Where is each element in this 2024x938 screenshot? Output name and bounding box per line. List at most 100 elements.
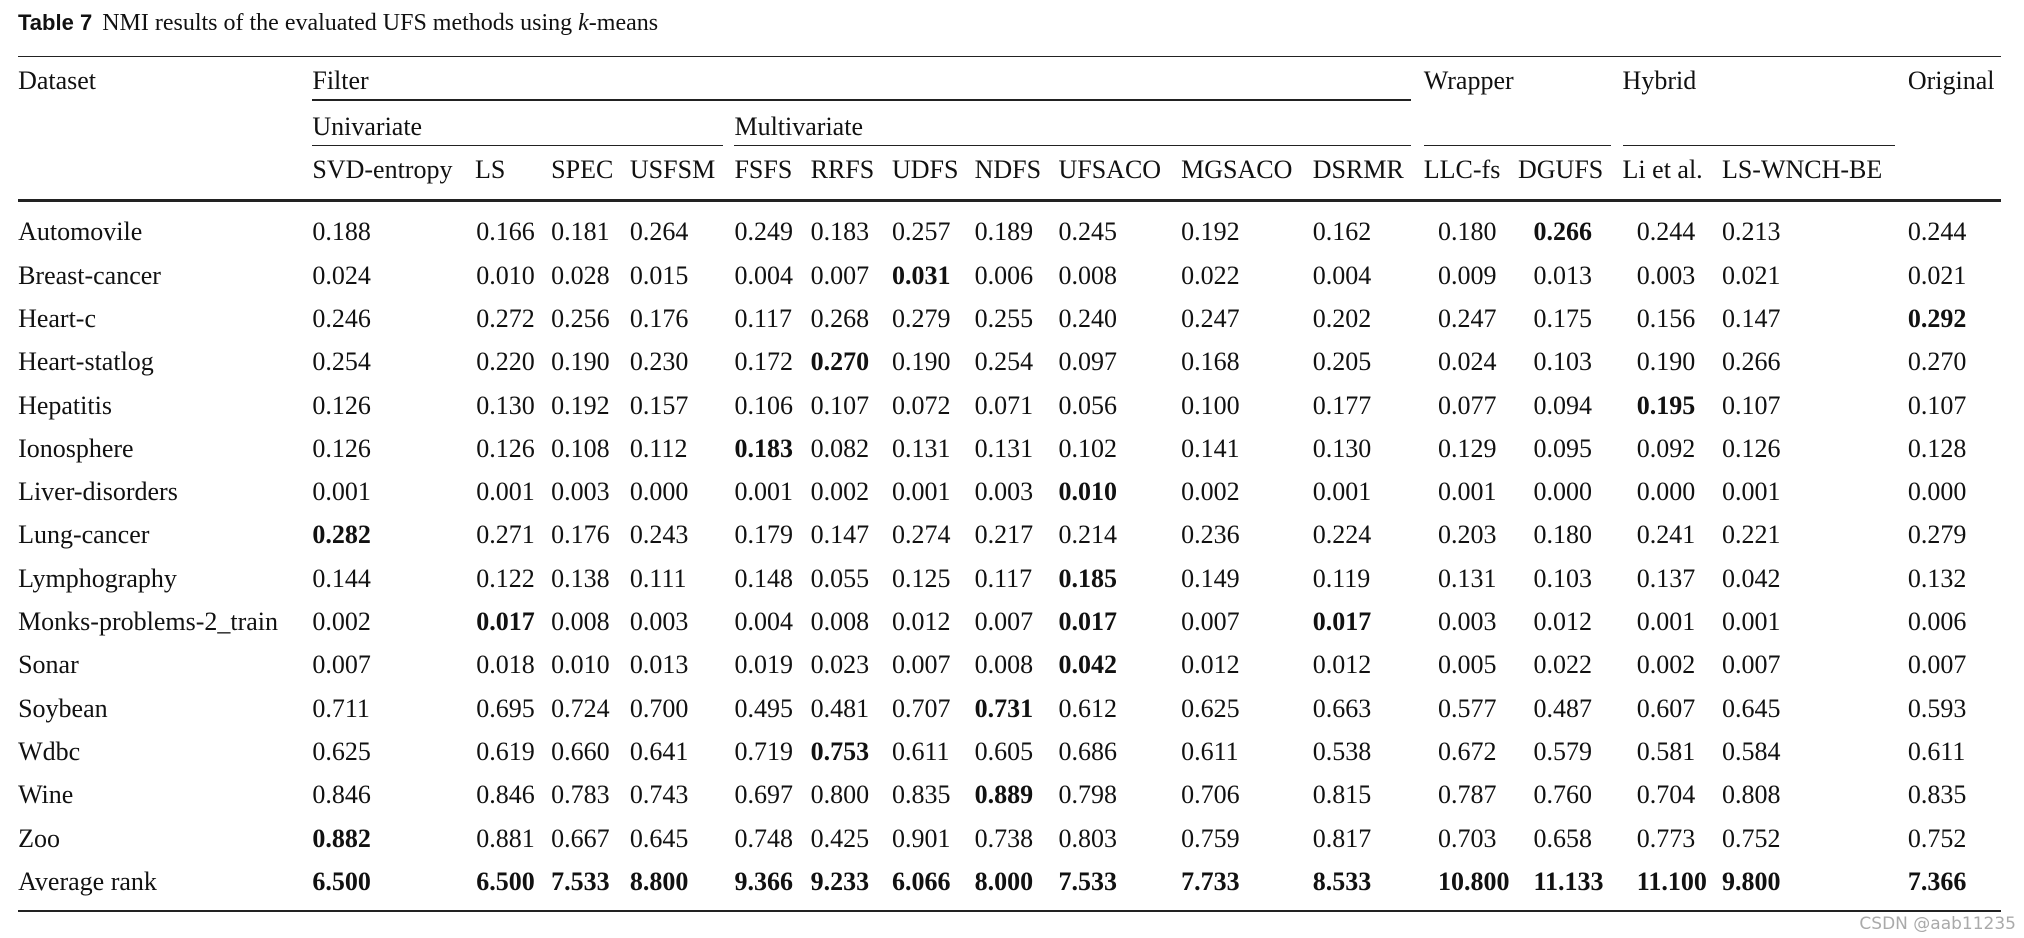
cell: 0.180 [1437,217,1497,247]
cell: 0.147 [810,520,870,550]
cell: 0.107 [1721,390,1781,420]
cell: 0.195 [1636,390,1696,420]
cell: 0.055 [810,563,870,593]
row-label: Hepatitis [18,390,112,420]
cell: 0.660 [551,737,610,767]
cell: 0.042 [1058,650,1117,680]
cell: 0.128 [1907,433,1967,463]
cell: 0.697 [734,780,793,810]
cell: 0.008 [974,650,1034,680]
cell: 0.760 [1533,780,1592,810]
cell: 0.704 [1636,780,1696,810]
group-header: Hybrid [1622,66,1697,96]
column-header: LS-WNCH-BE [1721,155,1883,185]
cell: 0.071 [974,390,1034,420]
cell: 0.881 [476,823,535,853]
cell: 0.117 [734,303,793,333]
cell: 0.188 [312,217,371,247]
cell: 0.264 [629,217,689,247]
cell: 0.141 [1181,433,1240,463]
cell: 0.103 [1533,347,1592,377]
cell: 0.846 [312,780,371,810]
rule [18,198,2001,202]
cell: 0.022 [1533,650,1592,680]
cell: 0.156 [1636,303,1696,333]
column-header: LS [475,155,506,185]
cell: 0.240 [1058,303,1117,333]
cell: 0.176 [629,303,689,333]
cell: 0.707 [891,693,951,723]
cell: 0.672 [1437,737,1497,767]
group-header: Filter [312,66,369,96]
cell: 0.611 [891,737,950,767]
column-header: DSRMR [1312,155,1404,185]
cell: 0.001 [1312,477,1372,507]
cell: 0.495 [734,693,793,723]
cell: 0.663 [1312,693,1372,723]
cell: 0.245 [1058,217,1117,247]
column-header: SPEC [551,155,614,185]
cell: 0.619 [476,737,535,767]
cell: 0.108 [551,433,610,463]
cell: 0.017 [1312,607,1372,637]
cell: 0.487 [1533,693,1592,723]
cell: 0.279 [1907,520,1967,550]
cell: 0.889 [974,780,1034,810]
cell: 0.244 [1907,217,1967,247]
rule [18,910,2001,912]
cell: 0.023 [810,650,870,680]
cell: 0.835 [1907,780,1967,810]
cell: 0.686 [1058,737,1117,767]
cell: 0.882 [312,823,371,853]
cell: 0.031 [891,260,951,290]
row-label: Soybean [18,693,108,723]
cell: 0.077 [1437,390,1497,420]
column-header: UFSACO [1058,155,1162,185]
cell: 0.111 [629,563,687,593]
cell: 0.658 [1533,823,1592,853]
cell: 0.144 [312,563,371,593]
rule [312,99,1411,101]
row-label: Lung-cancer [18,520,150,550]
rule [734,144,1411,147]
cell: 0.005 [1437,650,1497,680]
cell: 0.759 [1181,823,1240,853]
cell: 0.190 [1636,347,1696,377]
cell: 0.272 [476,303,535,333]
cell: 0.119 [1312,563,1371,593]
cell: 0.731 [974,693,1034,723]
cell: 0.711 [312,693,370,723]
row-label: Monks-problems-2_train [18,607,279,637]
cell: 0.017 [476,607,535,637]
cell: 0.800 [810,780,870,810]
cell: 0.706 [1181,780,1240,810]
cell: 0.131 [891,433,951,463]
cell: 0.010 [551,650,610,680]
cell: 0.100 [1181,390,1240,420]
cell: 0.180 [1533,520,1592,550]
cell: 0.205 [1312,347,1372,377]
cell: 0.007 [891,650,951,680]
cell: 0.003 [551,477,610,507]
cell: 11.100 [1636,866,1707,896]
cell: 0.175 [1533,303,1592,333]
cell: 0.003 [1437,607,1497,637]
cell: 0.094 [1533,390,1592,420]
cell: 0.202 [1312,303,1372,333]
cell: 0.007 [1181,607,1240,637]
cell: 0.082 [810,433,870,463]
cell: 0.004 [1312,260,1372,290]
cell: 0.001 [1721,477,1781,507]
cell: 0.752 [1721,823,1781,853]
cell: 0.581 [1636,737,1696,767]
cell: 0.006 [1907,607,1967,637]
cell: 0.255 [974,303,1034,333]
cell: 0.002 [1181,477,1240,507]
cell: 8.533 [1312,866,1372,896]
cell: 0.107 [810,390,870,420]
cell: 0.783 [551,780,610,810]
cell: 0.835 [891,780,951,810]
cell: 0.179 [734,520,793,550]
caption-italic: k [578,10,589,36]
